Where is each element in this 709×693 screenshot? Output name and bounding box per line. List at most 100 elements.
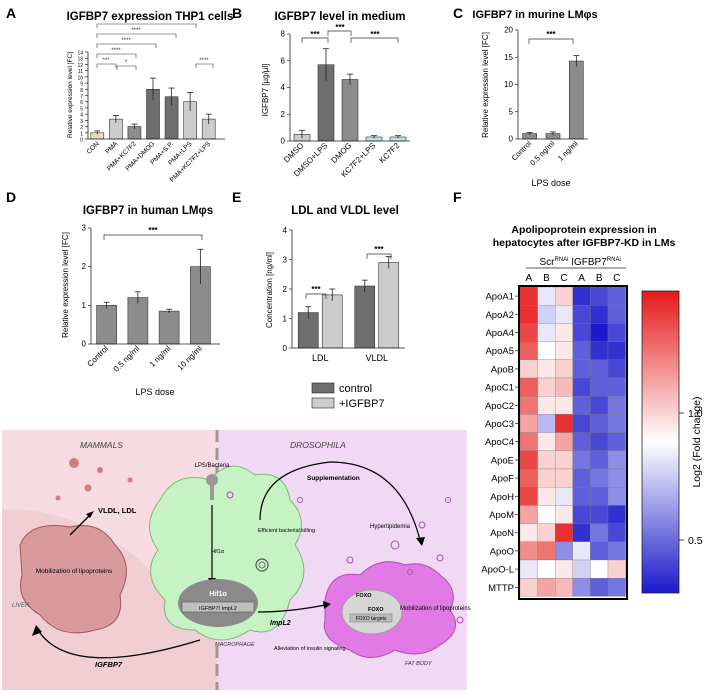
heatmap-cell-6-4 (590, 396, 609, 415)
heatmap-cell-11-0 (519, 487, 538, 506)
heatmap-cell-5-3 (572, 377, 591, 397)
fat-body-nucleus (341, 589, 403, 635)
heatmap-cell-13-4 (590, 523, 609, 542)
panel-c-xlabel: LPS dose (531, 178, 570, 188)
fat-droplets (226, 491, 464, 624)
ytick-label-b-0: 0 (281, 137, 286, 146)
heatmap-cell-6-1 (537, 396, 556, 415)
heatmap-cell-11-5 (607, 487, 626, 506)
panel-letter-f: F (453, 189, 462, 205)
heatmap-cell-12-0 (519, 505, 538, 524)
heatmap-cell-4-3 (572, 359, 591, 379)
panel-e-title: LDL and VLDL level (291, 205, 399, 217)
panel-letter-c: C (453, 5, 463, 21)
heatmap-cell-2-4 (590, 323, 609, 342)
heatmap-cell-6-0 (519, 396, 538, 415)
heatmap-row-label-9: ApoE (491, 455, 514, 466)
ytick-label-d-0: 0 (82, 340, 87, 349)
bar-e-1-1 (378, 262, 400, 349)
heatmap-cell-0-4 (590, 286, 609, 306)
heatmap-cell-13-1 (537, 523, 556, 542)
panel-d-ylabel: Relative expression level [FC] (61, 232, 70, 338)
heatmap-cell-3-2 (555, 341, 573, 360)
bar-e-0-1 (321, 294, 343, 349)
panel-e-ylabel: Concentration [ng/ml] (265, 252, 274, 328)
heatmap-cell-12-2 (555, 505, 573, 524)
label-alleviation: Alleviation of insulin signaling (274, 646, 346, 652)
heatmap-cell-6-5 (607, 396, 626, 415)
heatmap-cell-0-0 (519, 286, 538, 306)
heatmap-cell-9-1 (537, 450, 556, 470)
ytick-label-a-7: 7 (80, 94, 83, 100)
heatmap-cell-2-2 (555, 323, 573, 342)
heatmap-col-label-2: C (560, 273, 567, 284)
heatmap-cell-16-2 (555, 578, 573, 597)
panel-letter-e: E (232, 189, 241, 205)
heatmap-cell-10-4 (590, 468, 609, 488)
heatmap-cell-4-1 (537, 359, 556, 379)
lipoprotein-droplets (55, 458, 133, 501)
label-foxo-targets: FOXO targets (356, 616, 387, 622)
heatmap-row-label-14: ApoO (490, 546, 514, 557)
heatmap-cell-7-2 (555, 414, 573, 433)
label-efficient: Efficient bacterial killing (258, 528, 315, 534)
heatmap-cell-13-5 (607, 523, 626, 542)
heatmap-cell-0-1 (537, 286, 556, 306)
heatmap-cell-10-0 (519, 468, 538, 488)
panel-e-legend: control +IGFBP7 (311, 382, 385, 410)
heatmap-row-label-0: ApoA1 (485, 292, 514, 303)
ytick-label-a-6: 6 (80, 100, 83, 106)
colorbar-tick-1: 1.0 (688, 408, 703, 420)
heatmap-cell-1-1 (537, 305, 556, 324)
heatmap-cell-14-0 (519, 541, 538, 561)
label-foxo-1: FOXO (356, 593, 372, 599)
heatmap-cell-4-2 (555, 359, 573, 379)
label-foxo-2: FOXO (368, 607, 384, 613)
heatmap-cell-5-5 (607, 377, 626, 397)
xtick-label-d-0: Control (85, 344, 110, 369)
panel-c-sig-0: *** (546, 30, 556, 39)
heatmap-cell-0-2 (555, 286, 573, 306)
heatmap-cell-3-3 (572, 341, 591, 360)
heatmap-row-label-12: ApoM (489, 510, 514, 521)
legend-label-control: control (339, 383, 372, 395)
panel-a-sig-2: **** (111, 48, 121, 54)
label-vldl-ldl: VLDL, LDL (98, 506, 137, 515)
heatmap-cell-7-1 (537, 414, 556, 433)
heatmap-cell-9-4 (590, 450, 609, 470)
panel-a: IGFBP7 expression THP1 cells Relative ex… (67, 11, 234, 184)
liver-cell (19, 525, 127, 634)
heatmap-frame (518, 285, 628, 600)
heatmap-cell-16-4 (590, 578, 609, 597)
heatmap-cell-11-4 (590, 487, 609, 506)
heatmap-cell-5-4 (590, 377, 609, 397)
ytick-label-a-3: 3 (80, 119, 83, 125)
heatmap-cell-12-1 (537, 505, 556, 524)
heatmap-cell-1-2 (555, 305, 573, 324)
heatmap-cell-14-3 (572, 541, 591, 561)
xtick-label-e-1: VLDL (365, 353, 388, 363)
heatmap-cell-8-1 (537, 432, 556, 451)
heatmap-col-label-3: A (578, 273, 585, 284)
panel-a-sig-0: *** (102, 58, 110, 64)
liver-label: LIVER (12, 603, 30, 609)
panel-a-title: IGFBP7 expression THP1 cells (67, 11, 234, 23)
heatmap-cell-13-3 (572, 523, 591, 542)
heatmap-cell-15-5 (607, 559, 626, 579)
heatmap-cell-13-2 (555, 523, 573, 542)
panel-b-sig-2: *** (370, 30, 380, 39)
heatmap-cell-9-2 (555, 450, 573, 470)
panel-f-title-2: hepatocytes after IGFBP7-KD in LMs (493, 237, 676, 249)
heatmap-cell-4-4 (590, 359, 609, 379)
panel-f-group-1: ScrRNAi (539, 257, 568, 268)
liver-mobilization: Mobilization of lipoproteins (36, 568, 113, 575)
heatmap-cell-11-1 (537, 487, 556, 506)
ytick-label-a-1: 1 (80, 131, 83, 137)
heatmap-cell-10-2 (555, 468, 573, 488)
heatmap-row-label-13: ApoN (490, 528, 514, 539)
heatmap-cell-16-5 (607, 578, 626, 597)
heatmap-cell-2-1 (537, 323, 556, 342)
heatmap-cell-15-1 (537, 559, 556, 579)
panel-f-group-2: IGFBP7RNAi (571, 257, 621, 268)
xtick-label-d-3: 10 ng/ml (176, 344, 204, 372)
